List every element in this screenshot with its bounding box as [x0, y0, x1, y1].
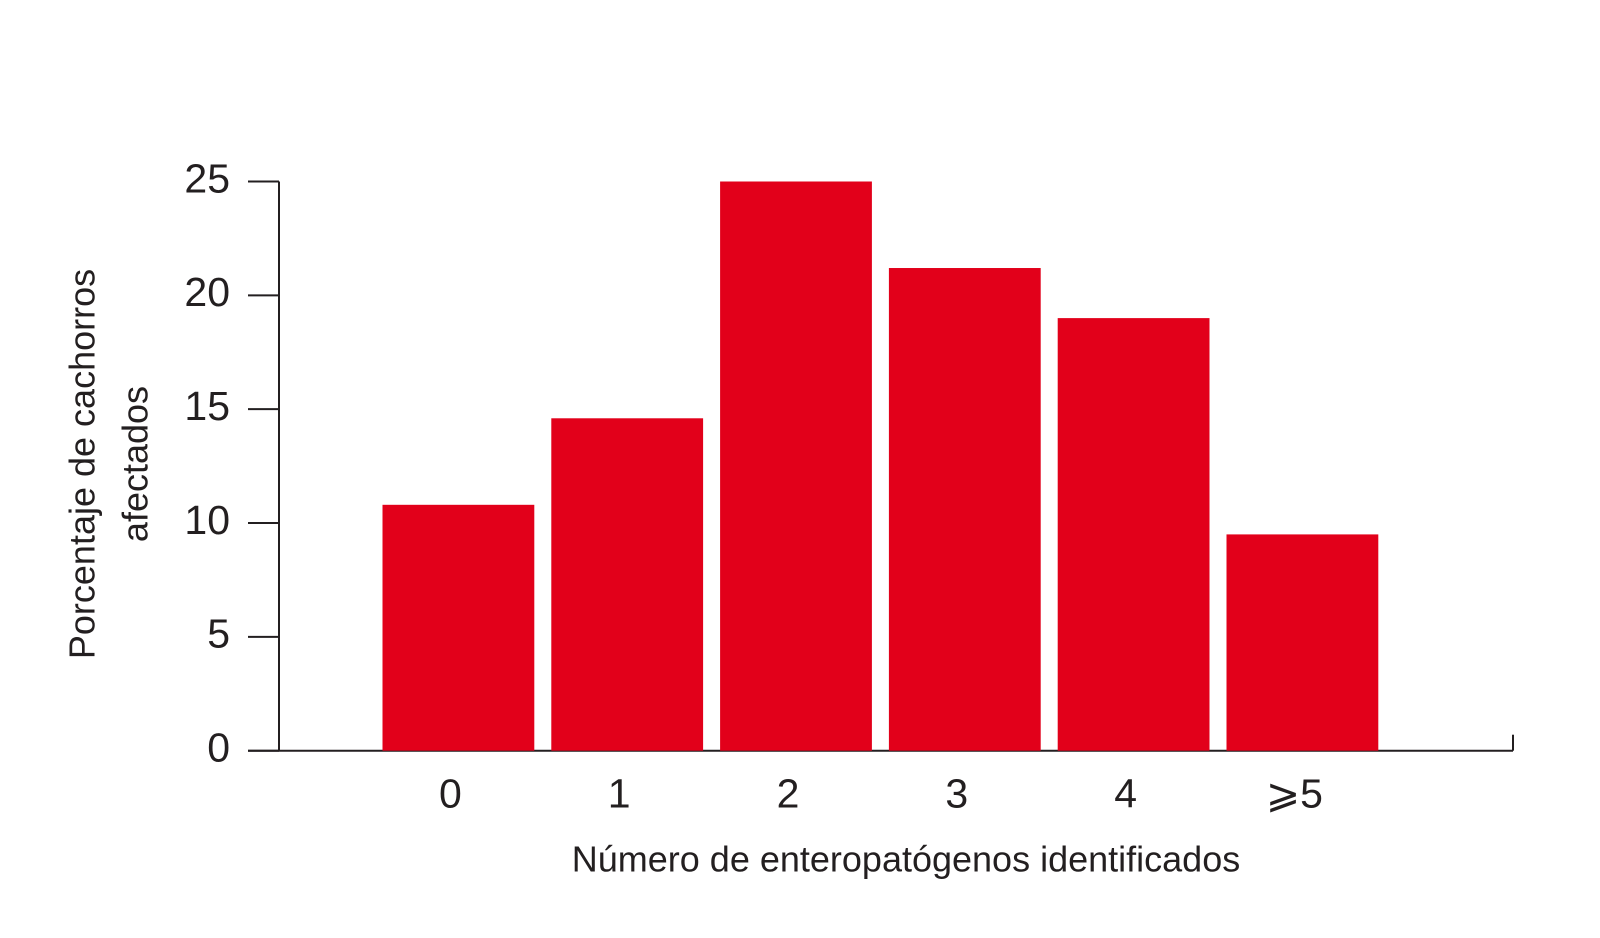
y-tick-label: 10 — [184, 497, 230, 543]
x-tick-label: 2 — [777, 771, 800, 817]
bar — [1226, 534, 1379, 751]
y-axis-label: afectados — [115, 386, 156, 542]
x-tick-label: 4 — [1114, 771, 1137, 817]
bar — [1057, 318, 1210, 751]
y-tick-label: 15 — [184, 383, 230, 429]
x-axis-label: Número de enteropatógenos identificados — [572, 839, 1240, 880]
y-axis-label: Porcentaje de cachorros — [62, 269, 103, 659]
y-tick-label: 0 — [207, 725, 230, 771]
y-tick-label: 20 — [184, 269, 230, 315]
y-tick-label: 5 — [207, 611, 230, 657]
bar — [720, 181, 872, 751]
y-tick-label: 25 — [184, 155, 230, 201]
x-tick-label: 3 — [945, 771, 968, 817]
bar — [551, 418, 704, 751]
bar — [382, 504, 535, 751]
x-tick-label: ⩾5 — [1266, 771, 1323, 817]
x-tick-label: 1 — [608, 771, 631, 817]
bar — [888, 268, 1041, 751]
x-tick-label: 0 — [439, 771, 462, 817]
